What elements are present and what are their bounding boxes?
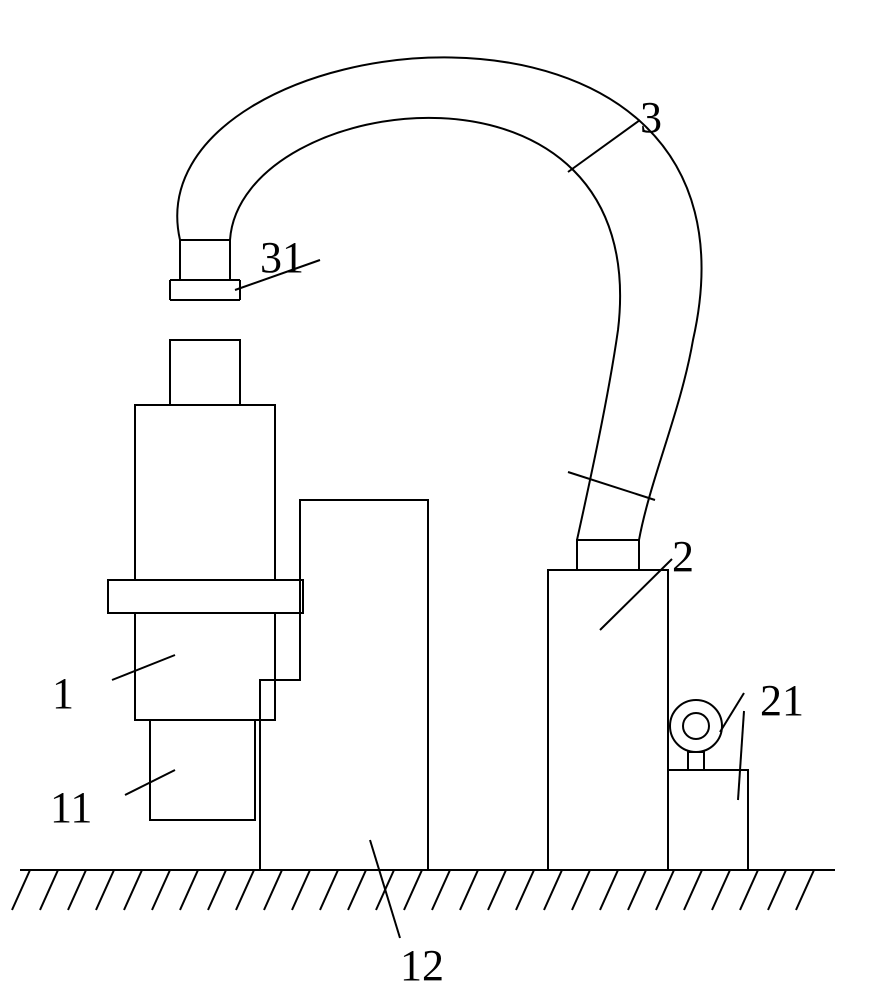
label-part21: 21 xyxy=(760,676,804,725)
label-part1: 1 xyxy=(52,669,74,718)
label-part11: 11 xyxy=(50,783,92,832)
label-part2: 2 xyxy=(672,532,694,581)
label-part3: 3 xyxy=(640,93,662,142)
label-part31: 31 xyxy=(260,233,304,282)
technical-diagram: 12311122131 xyxy=(0,0,876,1000)
label-part12: 12 xyxy=(400,941,444,990)
